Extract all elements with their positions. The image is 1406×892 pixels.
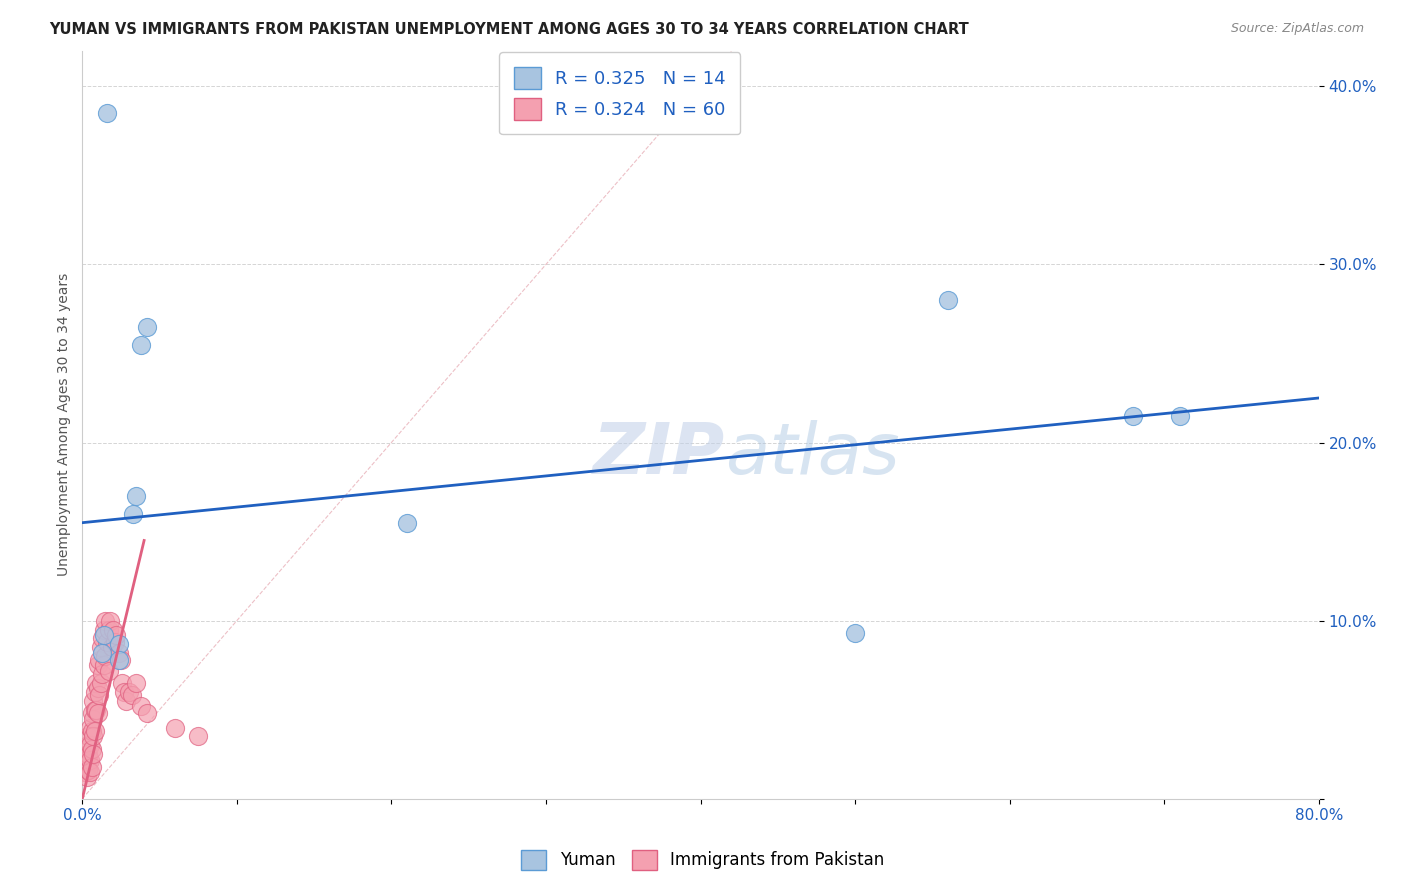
Point <box>105 628 128 642</box>
Point <box>100 640 122 655</box>
Point <box>121 689 143 703</box>
Point <box>82 730 104 744</box>
Y-axis label: Unemployment Among Ages 30 to 34 years: Unemployment Among Ages 30 to 34 years <box>58 273 72 576</box>
Point <box>97 623 120 637</box>
Point <box>125 676 148 690</box>
Point <box>104 635 127 649</box>
Point <box>83 685 105 699</box>
Point <box>91 632 114 646</box>
Point <box>110 653 132 667</box>
Point <box>87 658 110 673</box>
Point <box>136 319 159 334</box>
Text: Source: ZipAtlas.com: Source: ZipAtlas.com <box>1230 22 1364 36</box>
Legend: R = 0.325   N = 14, R = 0.324   N = 60: R = 0.325 N = 14, R = 0.324 N = 60 <box>499 53 741 134</box>
Point <box>91 667 114 681</box>
Point <box>77 747 100 762</box>
Point <box>936 293 959 307</box>
Point <box>187 730 209 744</box>
Point <box>112 685 135 699</box>
Point <box>84 703 107 717</box>
Point <box>80 760 103 774</box>
Point <box>96 106 118 120</box>
Point <box>82 712 104 726</box>
Point <box>108 646 131 660</box>
Legend: Yuman, Immigrants from Pakistan: Yuman, Immigrants from Pakistan <box>515 843 891 877</box>
Point <box>129 699 152 714</box>
Point <box>1168 409 1191 423</box>
Point <box>91 646 114 660</box>
Point <box>844 626 866 640</box>
Text: YUMAN VS IMMIGRANTS FROM PAKISTAN UNEMPLOYMENT AMONG AGES 30 TO 34 YEARS CORRELA: YUMAN VS IMMIGRANTS FROM PAKISTAN UNEMPL… <box>49 22 969 37</box>
Point <box>108 653 131 667</box>
Point <box>83 703 105 717</box>
Point <box>76 771 98 785</box>
Point <box>79 721 101 735</box>
Point <box>82 694 104 708</box>
Point <box>96 635 118 649</box>
Point <box>118 685 141 699</box>
Point <box>79 753 101 767</box>
Point <box>83 724 105 739</box>
Point <box>82 747 104 762</box>
Point <box>103 623 125 637</box>
Point <box>80 742 103 756</box>
Point <box>77 739 100 753</box>
Point <box>122 507 145 521</box>
Point <box>1122 409 1144 423</box>
Point <box>80 724 103 739</box>
Point <box>136 706 159 721</box>
Point <box>84 676 107 690</box>
Point <box>97 664 120 678</box>
Point <box>111 676 134 690</box>
Point <box>76 747 98 762</box>
Point <box>75 756 97 771</box>
Point <box>163 721 186 735</box>
Point <box>80 706 103 721</box>
Point <box>94 649 117 664</box>
Point <box>90 640 112 655</box>
Point <box>89 653 111 667</box>
Point <box>125 489 148 503</box>
Point <box>79 739 101 753</box>
Point <box>129 337 152 351</box>
Point <box>77 764 100 778</box>
Point <box>79 765 101 780</box>
Point <box>87 681 110 696</box>
Text: atlas: atlas <box>725 420 900 489</box>
Point <box>98 614 121 628</box>
Point <box>76 760 98 774</box>
Point <box>77 753 100 767</box>
Point <box>108 637 131 651</box>
Point <box>75 765 97 780</box>
Point <box>87 706 110 721</box>
Text: ZIP: ZIP <box>593 420 725 489</box>
Point <box>114 694 136 708</box>
Point <box>90 676 112 690</box>
Point <box>89 689 111 703</box>
Point <box>93 628 115 642</box>
Point <box>395 516 418 530</box>
Point <box>93 658 115 673</box>
Point <box>93 623 115 637</box>
Point <box>94 614 117 628</box>
Point <box>77 730 100 744</box>
